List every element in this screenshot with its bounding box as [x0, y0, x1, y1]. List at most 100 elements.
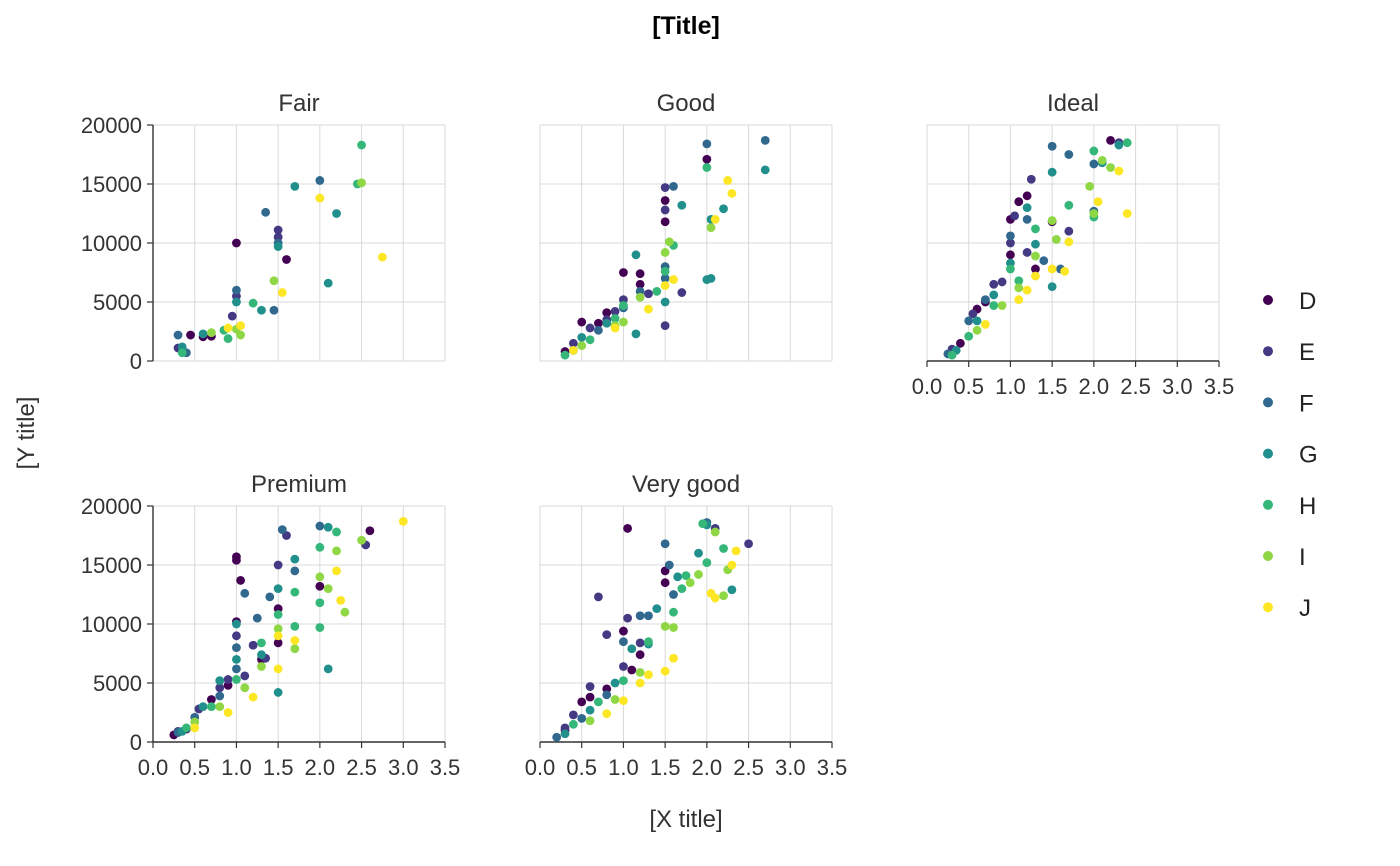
data-point [1122, 138, 1132, 148]
data-point [290, 554, 300, 564]
x-tick-label: 0.5 [179, 755, 210, 780]
data-point [989, 290, 999, 300]
data-point [315, 623, 325, 632]
data-point [273, 664, 283, 674]
data-point [635, 292, 645, 302]
data-point [1039, 256, 1049, 266]
data-point [997, 277, 1007, 287]
data-point [1064, 226, 1074, 236]
data-point [669, 181, 678, 191]
data-point [1006, 250, 1015, 260]
data-point [232, 238, 241, 248]
data-point [619, 301, 628, 310]
data-point [660, 217, 670, 227]
data-point [1122, 209, 1132, 218]
data-point [552, 732, 562, 742]
data-point [594, 318, 603, 328]
y-tick-label: 0 [130, 730, 142, 755]
data-point [677, 200, 687, 210]
data-point [232, 631, 241, 641]
data-point [623, 613, 632, 623]
data-point [315, 176, 325, 185]
data-point [997, 301, 1007, 310]
data-point [207, 702, 216, 711]
data-point [273, 624, 283, 634]
series-I [207, 178, 366, 340]
data-point [652, 286, 662, 296]
data-point [290, 181, 300, 191]
legend-label: E [1299, 339, 1315, 366]
data-point [1026, 174, 1036, 184]
data-point [710, 593, 720, 603]
data-point [198, 702, 208, 711]
data-point [635, 667, 645, 677]
legend-swatch [1263, 448, 1273, 459]
data-point [1114, 166, 1124, 176]
panel-good: Good [539, 90, 833, 362]
data-point [660, 196, 670, 205]
data-point [644, 289, 653, 299]
data-point [207, 328, 216, 338]
panel-strip-label: Good [657, 90, 716, 117]
data-point [1097, 156, 1107, 165]
data-point [1064, 200, 1074, 210]
data-point [1014, 283, 1024, 293]
data-point [277, 525, 287, 534]
data-point [702, 163, 712, 172]
data-point [1060, 266, 1070, 276]
data-point [610, 695, 620, 704]
panel-very-good: Very good 0.0 0.5 1.0 1.5 2.0 2.5 3.0 3.5 [525, 471, 848, 780]
y-tick-label: 15000 [81, 553, 142, 578]
legend-label: H [1299, 493, 1316, 520]
legend-item: H [1263, 493, 1316, 520]
data-point [619, 676, 628, 686]
x-tick-label: 2.5 [733, 755, 764, 780]
data-point [702, 154, 712, 164]
data-point [232, 664, 241, 674]
data-point [685, 578, 695, 588]
data-point [660, 266, 670, 276]
data-point [594, 325, 603, 335]
data-point [635, 650, 645, 660]
data-point [635, 638, 645, 648]
data-point [1022, 215, 1032, 224]
data-point [660, 183, 670, 192]
y-tick-label: 20000 [81, 113, 142, 138]
data-point [290, 587, 300, 597]
x-tick-label: 2.0 [692, 755, 723, 780]
data-point [323, 664, 333, 674]
data-point [273, 560, 283, 570]
data-point [1064, 150, 1074, 159]
data-point [248, 298, 258, 308]
data-point [727, 189, 737, 198]
data-point [989, 279, 999, 289]
legend-item: D [1263, 288, 1316, 315]
data-point [336, 596, 346, 605]
series-F [552, 518, 712, 742]
data-point [265, 592, 275, 602]
data-point [619, 317, 628, 327]
data-point [273, 631, 283, 641]
data-point [332, 566, 341, 576]
data-point [1047, 282, 1057, 292]
legend-item: E [1263, 339, 1315, 366]
data-point [315, 542, 325, 552]
data-point [315, 581, 325, 591]
x-tick-label: 0.0 [525, 755, 556, 780]
data-point [1031, 271, 1040, 281]
data-point [277, 288, 287, 297]
data-point [660, 274, 670, 283]
data-point [357, 535, 366, 545]
x-tick-label: 1.0 [221, 755, 252, 780]
data-point [332, 209, 341, 218]
data-point [1089, 159, 1099, 169]
data-point [1031, 239, 1040, 249]
data-point [190, 723, 200, 733]
data-point [972, 316, 982, 326]
legend-swatch [1263, 602, 1273, 613]
data-point [585, 682, 595, 691]
data-point [207, 695, 216, 704]
data-point [1006, 231, 1015, 241]
panel-premium: Premium 0 5000 10000 15000 20000 0.0 0.5 1.0 1.5 2… [81, 471, 460, 780]
